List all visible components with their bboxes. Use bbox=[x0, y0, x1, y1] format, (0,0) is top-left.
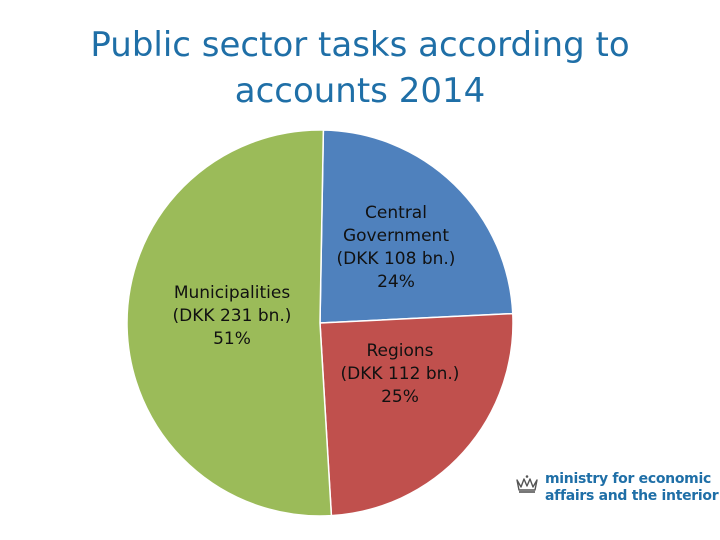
logo-line-1: ministry for economic bbox=[545, 471, 711, 487]
logo-text: ministry for economic affairs and the in… bbox=[545, 471, 719, 505]
slice-label-municipalities: Municipalities (DKK 231 bn.) 51% bbox=[173, 283, 292, 349]
slice-label-line: 25% bbox=[381, 387, 419, 407]
logo-line-2: affairs and the interior bbox=[545, 488, 719, 504]
pie-slice-central-government bbox=[319, 129, 514, 324]
slice-label-regions: Regions (DKK 112 bn.) 25% bbox=[341, 341, 460, 407]
slice-label-line: Regions bbox=[366, 341, 433, 361]
crown-icon bbox=[516, 475, 538, 493]
slice-label-line: Government bbox=[343, 226, 449, 246]
chart-title: Public sector tasks according to account… bbox=[90, 25, 630, 111]
slice-label-line: 24% bbox=[377, 272, 415, 292]
slice-label-line: (DKK 108 bn.) bbox=[337, 249, 456, 269]
pie-slice-municipalities bbox=[126, 129, 333, 517]
slice-label-line: 51% bbox=[213, 329, 251, 349]
slice-label-line: Municipalities bbox=[174, 283, 291, 303]
slice-label-line: Central bbox=[365, 203, 427, 223]
slice-label-central-government: Central Government (DKK 108 bn.) 24% bbox=[337, 203, 456, 292]
pie-slice-regions bbox=[319, 312, 514, 517]
ministry-logo: ministry for economic affairs and the in… bbox=[515, 471, 719, 513]
slice-label-line: (DKK 112 bn.) bbox=[341, 364, 460, 384]
slice-label-line: (DKK 231 bn.) bbox=[173, 306, 292, 326]
